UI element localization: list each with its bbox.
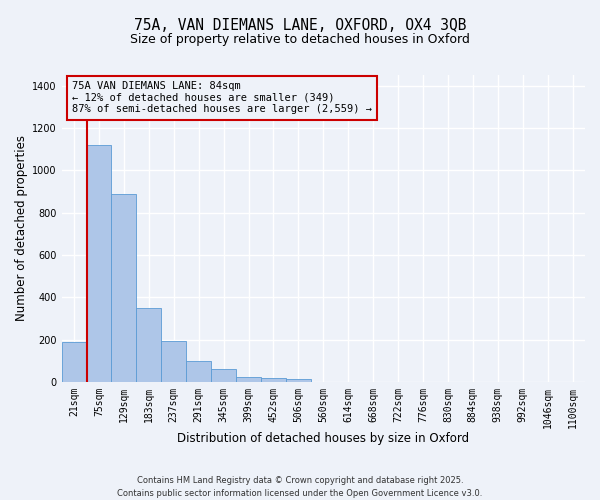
X-axis label: Distribution of detached houses by size in Oxford: Distribution of detached houses by size … (177, 432, 469, 445)
Bar (112, 194, 136, 382)
Y-axis label: Number of detached properties: Number of detached properties (15, 136, 28, 322)
Text: 75A VAN DIEMANS LANE: 84sqm
← 12% of detached houses are smaller (349)
87% of se: 75A VAN DIEMANS LANE: 84sqm ← 12% of det… (72, 81, 372, 114)
Bar (186, 360, 211, 382)
Text: Size of property relative to detached houses in Oxford: Size of property relative to detached ho… (130, 32, 470, 46)
Bar (86, 145, 112, 382)
Bar (161, 340, 186, 382)
Bar (261, 378, 286, 382)
Bar (286, 380, 311, 382)
Bar (211, 368, 236, 382)
Bar (62, 342, 86, 382)
Bar (236, 377, 261, 382)
Bar (136, 308, 161, 382)
Text: Contains HM Land Registry data © Crown copyright and database right 2025.
Contai: Contains HM Land Registry data © Crown c… (118, 476, 482, 498)
Text: 75A, VAN DIEMANS LANE, OXFORD, OX4 3QB: 75A, VAN DIEMANS LANE, OXFORD, OX4 3QB (134, 18, 466, 32)
